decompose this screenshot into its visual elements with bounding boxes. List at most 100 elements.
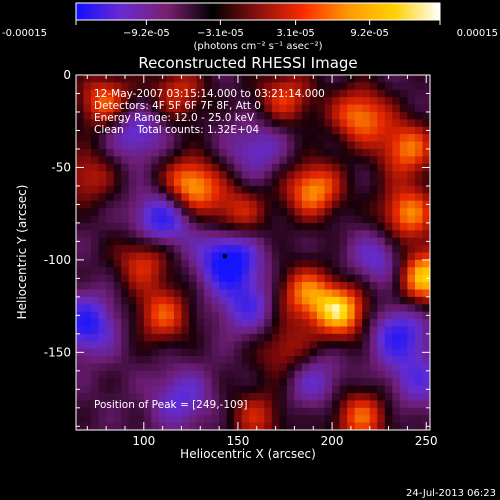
heatmap-cell bbox=[106, 282, 115, 291]
heatmap-cell bbox=[121, 274, 130, 283]
heatmap-cell bbox=[158, 363, 167, 372]
heatmap-cell bbox=[106, 289, 115, 298]
heatmap-cell bbox=[377, 304, 386, 313]
heatmap-cell bbox=[151, 304, 160, 313]
heatmap-cell bbox=[362, 89, 371, 98]
heatmap-cell bbox=[369, 178, 378, 187]
heatmap-cell bbox=[151, 422, 160, 430]
heatmap-cell bbox=[271, 89, 280, 98]
heatmap-cell bbox=[121, 326, 130, 335]
heatmap-cell bbox=[384, 126, 393, 135]
heatmap-cell bbox=[76, 393, 85, 402]
heatmap-cell bbox=[234, 215, 243, 224]
heatmap-cell bbox=[158, 134, 167, 143]
heatmap-cell bbox=[106, 222, 115, 231]
heatmap-cell bbox=[91, 378, 100, 387]
heatmap-cell bbox=[317, 422, 326, 430]
heatmap-cell bbox=[399, 156, 409, 165]
heatmap-cell bbox=[158, 348, 167, 357]
heatmap-cell bbox=[219, 274, 228, 283]
heatmap-cell bbox=[121, 104, 130, 113]
heatmap-cell bbox=[211, 126, 220, 135]
heatmap-cell bbox=[249, 304, 258, 313]
heatmap-cell bbox=[422, 407, 430, 416]
heatmap-cell bbox=[294, 193, 303, 202]
heatmap-cell bbox=[354, 370, 363, 379]
heatmap-cell bbox=[392, 326, 401, 335]
heatmap-cell bbox=[256, 119, 265, 128]
heatmap-cell bbox=[399, 356, 409, 365]
heatmap-cell bbox=[204, 348, 213, 357]
heatmap-cell bbox=[196, 82, 205, 91]
heatmap-cell bbox=[362, 356, 371, 365]
heatmap-cell bbox=[354, 245, 363, 254]
heatmap-cell bbox=[324, 222, 333, 231]
heatmap-cell bbox=[377, 141, 386, 150]
heatmap-cell bbox=[241, 111, 250, 120]
heatmap-cell bbox=[369, 252, 378, 261]
heatmap-cell bbox=[76, 385, 85, 394]
heatmap-cell bbox=[264, 348, 273, 357]
heatmap-cell bbox=[271, 208, 280, 217]
heatmap-cell bbox=[354, 215, 363, 224]
heatmap-cell bbox=[173, 163, 183, 172]
heatmap-cell bbox=[196, 193, 205, 202]
heatmap-cell bbox=[226, 119, 235, 128]
heatmap-cell bbox=[377, 237, 386, 246]
heatmap-cell bbox=[354, 348, 363, 357]
heatmap-cell bbox=[204, 415, 213, 424]
heatmap-cell bbox=[83, 171, 92, 180]
heatmap-cell bbox=[113, 393, 122, 402]
heatmap-cell bbox=[151, 141, 160, 150]
heatmap-cell bbox=[196, 230, 205, 239]
heatmap-cell bbox=[136, 252, 145, 261]
heatmap-cell bbox=[196, 319, 205, 328]
heatmap-cell bbox=[219, 341, 228, 350]
heatmap-cell bbox=[196, 341, 205, 350]
heatmap-cell bbox=[399, 378, 409, 387]
heatmap-cell bbox=[324, 319, 333, 328]
heatmap-cell bbox=[332, 356, 341, 365]
heatmap-cell bbox=[249, 422, 258, 430]
heatmap-cell bbox=[204, 363, 213, 372]
heatmap-cell bbox=[173, 333, 183, 342]
heatmap-cell bbox=[143, 134, 152, 143]
heatmap-cell bbox=[399, 230, 409, 239]
colorbar-tick-labels: -0.00015 −9.2e-05 −3.1e-05 3.1e-05 9.2e-05 0.… bbox=[2, 28, 498, 39]
heatmap-cell bbox=[377, 119, 386, 128]
heatmap-cell bbox=[369, 104, 378, 113]
heatmap-cell bbox=[369, 341, 378, 350]
heatmap-cell bbox=[264, 311, 273, 320]
heatmap-cell bbox=[83, 267, 92, 276]
heatmap-cell bbox=[399, 111, 409, 120]
heatmap-cell bbox=[369, 274, 378, 283]
heatmap-cell bbox=[332, 267, 341, 276]
heatmap-cell bbox=[98, 185, 107, 194]
heatmap-cell bbox=[264, 370, 273, 379]
heatmap-cell bbox=[106, 341, 115, 350]
heatmap-cell bbox=[143, 245, 152, 254]
heatmap-cell bbox=[121, 245, 130, 254]
heatmap-cell bbox=[354, 274, 363, 283]
heatmap-cell bbox=[143, 252, 152, 261]
heatmap-cell bbox=[128, 282, 137, 291]
heatmap-cell bbox=[136, 222, 145, 231]
heatmap-cell bbox=[422, 82, 430, 91]
heatmap-cell bbox=[219, 267, 228, 276]
heatmap-cell bbox=[271, 126, 280, 135]
heatmap-cell bbox=[407, 267, 416, 276]
annotation-time-range: 12-May-2007 03:15:14.000 to 03:21:14.000 bbox=[94, 88, 325, 100]
heatmap-cell bbox=[76, 304, 85, 313]
heatmap-cell bbox=[347, 289, 356, 298]
heatmap-cell bbox=[256, 415, 265, 424]
heatmap-cell bbox=[279, 148, 288, 157]
heatmap-cell bbox=[241, 75, 250, 83]
heatmap-cell bbox=[151, 348, 160, 357]
heatmap-cell bbox=[294, 348, 303, 357]
heatmap-cell bbox=[121, 259, 130, 268]
heatmap-cell bbox=[264, 171, 273, 180]
heatmap-cell bbox=[384, 97, 393, 106]
heatmap-cell bbox=[271, 104, 280, 113]
heatmap-cell bbox=[143, 126, 152, 135]
heatmap-cell bbox=[317, 282, 326, 291]
